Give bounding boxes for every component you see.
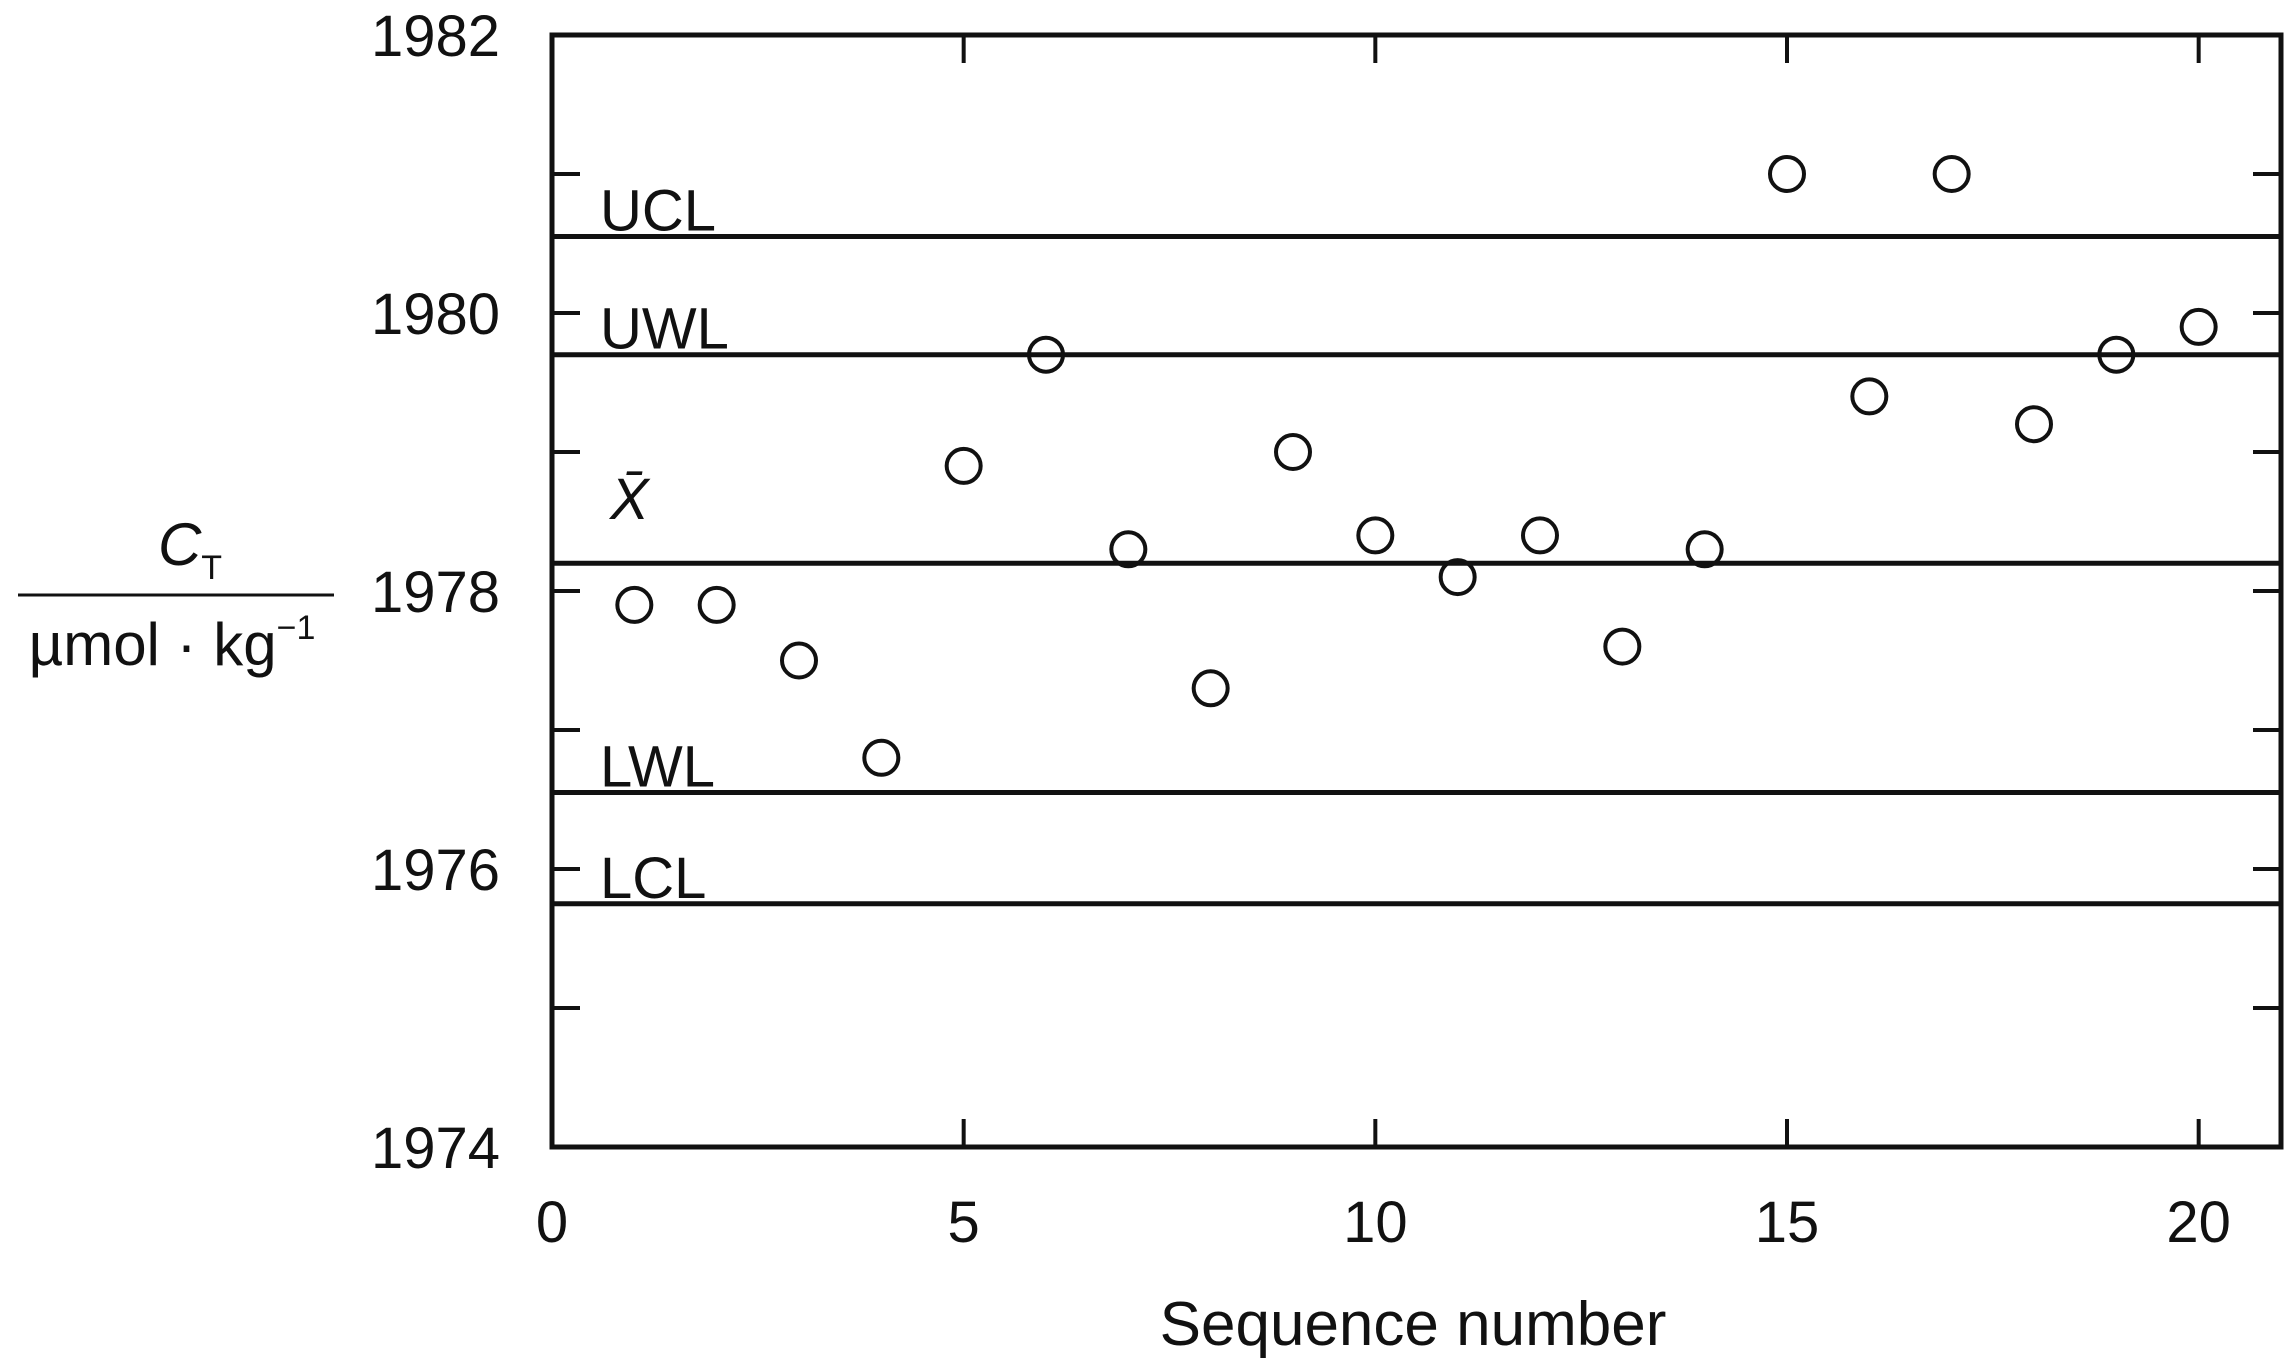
y-tick-label-3: 1980	[371, 282, 500, 347]
data-point-0-14	[1770, 157, 1804, 191]
y-tick-label-4: 1982	[371, 4, 500, 69]
control-line-label-3: LWL	[600, 735, 715, 800]
x-tick-label-1: 5	[948, 1190, 980, 1255]
x-tick-label-0: 0	[536, 1190, 568, 1255]
control-line-label-4: LCL	[600, 846, 706, 911]
y-axis-unit-exponent: −1	[277, 609, 316, 647]
plot-frame	[552, 35, 2281, 1147]
y-tick-label-1: 1976	[371, 838, 500, 903]
data-point-0-9	[1358, 518, 1392, 552]
data-point-0-12	[1605, 630, 1639, 664]
x-tick-labels: 0 5 10 15 20	[536, 1190, 2231, 1255]
y-axis-symbol: C	[158, 511, 202, 578]
x-tick-label-4: 20	[2166, 1190, 2231, 1255]
data-point-0-2	[782, 644, 816, 678]
y-axis-unit: µmol · kg	[29, 611, 277, 678]
svg-text:µmol · kg−1: µmol · kg−1	[29, 609, 316, 678]
y-tick-label-2: 1978	[371, 560, 500, 625]
y-tick-labels: 1974 1976 1978 1980 1982	[371, 4, 500, 1181]
data-point-0-3	[864, 741, 898, 775]
x-tick-label-3: 15	[1755, 1190, 1820, 1255]
data-point-0-17	[2017, 407, 2051, 441]
data-point-0-8	[1276, 435, 1310, 469]
data-point-0-7	[1194, 671, 1228, 705]
control-lines: UCL UWL X̄ LWL LCL	[552, 179, 2281, 911]
x-axis-title: Sequence number	[1160, 1290, 1667, 1359]
x-tick-label-2: 10	[1343, 1190, 1408, 1255]
control-line-label-0: UCL	[600, 179, 716, 244]
data-point-0-1	[700, 588, 734, 622]
data-point-0-16	[1935, 157, 1969, 191]
control-line-label-1: UWL	[600, 297, 729, 362]
y-tick-label-0: 1974	[371, 1116, 500, 1181]
y-axis-subscript: T	[201, 549, 222, 587]
svg-text:CT: CT	[158, 511, 222, 587]
data-point-0-0	[617, 588, 651, 622]
data-point-0-19	[2182, 310, 2216, 344]
data-point-0-15	[1852, 379, 1886, 413]
axis-ticks	[552, 35, 2281, 1147]
data-points	[617, 157, 2215, 775]
data-point-0-4	[947, 449, 981, 483]
y-axis-title: CT µmol · kg−1	[18, 511, 334, 678]
data-point-0-11	[1523, 518, 1557, 552]
control-line-label-2: X̄	[608, 467, 651, 532]
